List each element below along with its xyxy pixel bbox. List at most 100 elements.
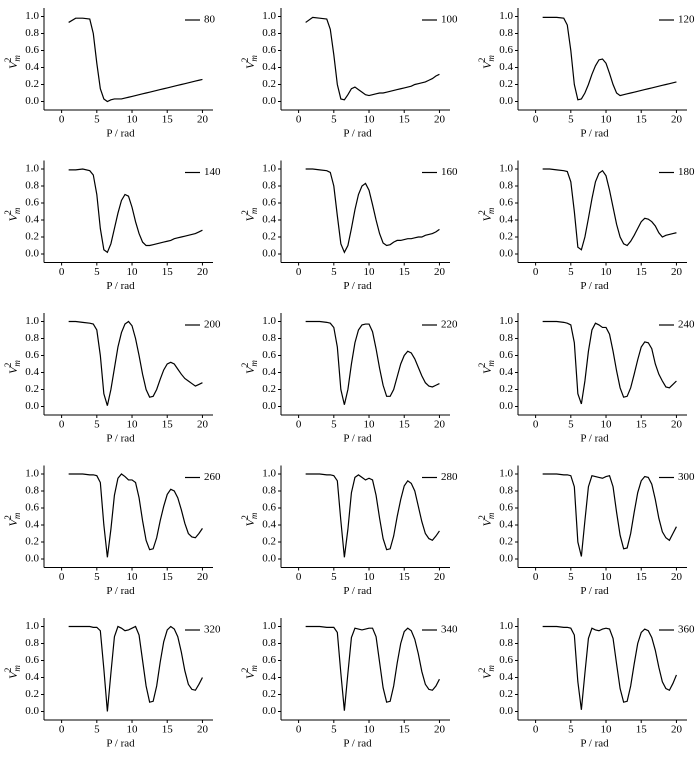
x-tick-label: 20 xyxy=(434,571,446,583)
y-tick-label: 0.4 xyxy=(262,366,276,378)
data-line xyxy=(305,168,440,254)
legend-label: 360 xyxy=(678,624,695,636)
panel: 0.0 0.2 0.4 0.6 0.8 1.0 0 5 10 15 20 P / rad Vm2 240 xyxy=(477,313,695,445)
y-tick-label: 0.0 xyxy=(499,705,513,717)
y-tick-label: 0.8 xyxy=(25,27,39,39)
x-tick-label: 10 xyxy=(364,419,376,431)
y-axis-label-base: V xyxy=(480,518,494,527)
y-axis-label: Vm2 xyxy=(477,665,496,679)
x-tick-label: 10 xyxy=(364,266,376,278)
y-axis-label-sup: 2 xyxy=(3,515,13,520)
y-tick-label: 0.0 xyxy=(25,553,39,565)
x-tick-label: 0 xyxy=(296,571,302,583)
x-tick-label: 0 xyxy=(59,266,65,278)
y-tick-label: 0.2 xyxy=(25,688,39,700)
legend-label: 100 xyxy=(441,14,458,26)
x-tick-label: 10 xyxy=(127,419,139,431)
x-tick-label: 0 xyxy=(533,571,539,583)
x-tick-label: 20 xyxy=(197,419,209,431)
y-axis-label-sub: m xyxy=(12,665,22,672)
y-tick-label: 0.0 xyxy=(25,400,39,412)
y-tick-label: 0.4 xyxy=(25,671,39,683)
y-tick-label: 0.8 xyxy=(262,180,276,192)
y-axis-label-base: V xyxy=(243,365,257,374)
x-tick-label: 5 xyxy=(331,724,337,736)
y-axis-label: Vm2 xyxy=(3,665,22,679)
y-tick-label: 0.4 xyxy=(499,366,513,378)
x-tick-label: 15 xyxy=(636,114,648,126)
x-tick-label: 15 xyxy=(636,724,648,736)
data-line xyxy=(68,320,203,406)
y-tick-label: 0.2 xyxy=(25,231,39,243)
y-axis-label-base: V xyxy=(480,60,494,69)
y-tick-label: 0.8 xyxy=(25,180,39,192)
x-tick-label: 15 xyxy=(399,571,411,583)
y-tick-label: 0.6 xyxy=(262,197,276,209)
y-axis-label: Vm2 xyxy=(240,665,259,679)
y-tick-label: 1.0 xyxy=(262,620,276,632)
y-axis-label-sub: m xyxy=(486,207,496,214)
panel: 0.0 0.2 0.4 0.6 0.8 1.0 0 5 10 15 20 P / rad Vm2 140 xyxy=(3,160,221,292)
x-tick-label: 0 xyxy=(533,266,539,278)
x-axis-label: P / rad xyxy=(343,128,372,140)
y-tick-label: 0.2 xyxy=(25,383,39,395)
x-tick-label: 20 xyxy=(671,266,683,278)
y-axis-label: Vm2 xyxy=(477,360,496,374)
x-tick-label: 10 xyxy=(601,266,613,278)
x-tick-label: 0 xyxy=(296,724,302,736)
x-tick-label: 20 xyxy=(671,114,683,126)
y-tick-label: 0.6 xyxy=(262,502,276,514)
x-tick-label: 20 xyxy=(197,266,209,278)
y-tick-label: 0.8 xyxy=(262,485,276,497)
x-tick-label: 5 xyxy=(568,419,574,431)
panel: 0.0 0.2 0.4 0.6 0.8 1.0 0 5 10 15 20 P / rad Vm2 200 xyxy=(3,313,221,445)
data-line xyxy=(68,473,203,558)
x-tick-label: 5 xyxy=(331,266,337,278)
x-tick-label: 5 xyxy=(94,571,100,583)
x-tick-label: 20 xyxy=(671,571,683,583)
legend-label: 240 xyxy=(678,319,695,331)
data-line xyxy=(68,625,203,712)
y-tick-label: 1.0 xyxy=(262,163,276,175)
y-tick-label: 0.4 xyxy=(262,61,276,73)
y-axis-label: Vm2 xyxy=(477,55,496,69)
y-axis-label-base: V xyxy=(480,670,494,679)
y-tick-label: 0.6 xyxy=(499,44,513,56)
y-axis-label-sup: 2 xyxy=(3,210,13,215)
x-tick-label: 15 xyxy=(162,724,174,736)
y-tick-label: 0.6 xyxy=(499,654,513,666)
y-axis-label-base: V xyxy=(243,213,257,222)
y-tick-label: 0.6 xyxy=(25,44,39,56)
x-tick-label: 0 xyxy=(296,419,302,431)
x-tick-label: 10 xyxy=(364,724,376,736)
y-tick-label: 0.2 xyxy=(262,231,276,243)
x-axis-label: P / rad xyxy=(343,433,372,445)
y-axis-label: Vm2 xyxy=(240,360,259,374)
x-tick-label: 10 xyxy=(601,571,613,583)
x-tick-label: 10 xyxy=(601,114,613,126)
y-axis-label-sup: 2 xyxy=(477,363,487,368)
y-axis-label-sub: m xyxy=(249,207,259,214)
x-tick-label: 0 xyxy=(59,571,65,583)
y-axis-label-sup: 2 xyxy=(240,58,250,63)
y-tick-label: 0.4 xyxy=(25,61,39,73)
y-axis-label-base: V xyxy=(480,365,494,374)
y-tick-label: 0.8 xyxy=(499,637,513,649)
x-tick-label: 0 xyxy=(533,419,539,431)
data-line xyxy=(542,473,677,557)
y-tick-label: 0.2 xyxy=(499,688,513,700)
legend-label: 140 xyxy=(204,166,221,178)
x-axis-label: P / rad xyxy=(106,738,135,750)
x-axis-label: P / rad xyxy=(106,280,135,292)
y-tick-label: 0.6 xyxy=(25,197,39,209)
x-axis-label: P / rad xyxy=(106,585,135,597)
y-tick-label: 0.6 xyxy=(25,349,39,361)
x-tick-label: 15 xyxy=(399,266,411,278)
y-tick-label: 0.6 xyxy=(499,197,513,209)
y-axis-label-base: V xyxy=(6,213,20,222)
y-axis-label-base: V xyxy=(480,213,494,222)
y-tick-label: 0.4 xyxy=(499,214,513,226)
y-tick-label: 0.6 xyxy=(499,349,513,361)
y-axis-label-base: V xyxy=(243,60,257,69)
y-axis-label-sub: m xyxy=(249,360,259,367)
